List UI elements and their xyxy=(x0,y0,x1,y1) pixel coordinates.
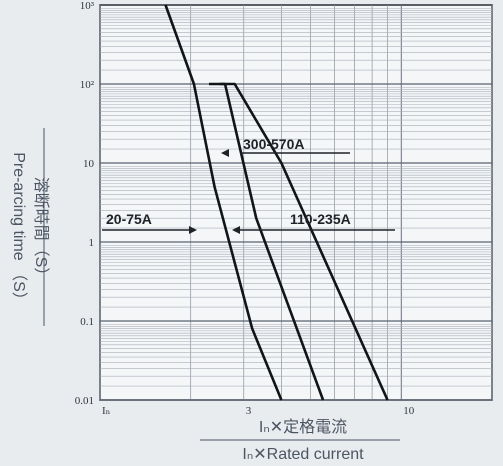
y-axis-label-group: 溶断時間（S） Pre-arcing time （S） xyxy=(10,152,50,308)
y-axis-label-jp: 溶断時間（S） xyxy=(32,177,50,284)
x-axis-label-en: Iₙ✕Rated current xyxy=(242,446,364,463)
y-tick-label: 10³ xyxy=(80,0,95,12)
y-tick-label: 10 xyxy=(83,158,95,170)
annotation-110-235A: 110-235A xyxy=(290,211,351,227)
series-line-300-570A xyxy=(219,82,389,401)
series-annotations: 300-570A 20-75A 110-235A xyxy=(102,136,395,234)
annotation-20-75A: 20-75A xyxy=(106,211,152,227)
x-tick-label: 3 xyxy=(246,405,252,417)
x-axis-label-jp: Iₙ✕定格電流 xyxy=(259,418,347,436)
series-line-20-75A xyxy=(164,4,283,401)
y-tick-label: 0.1 xyxy=(80,316,94,328)
y-tick-label: 1 xyxy=(89,237,95,249)
x-tick-labels: Iₙ 3 10 xyxy=(102,405,415,417)
plot-area xyxy=(99,4,493,401)
y-tick-label: 10² xyxy=(80,79,95,91)
y-tick-label: 0.01 xyxy=(75,395,94,407)
series-lines xyxy=(164,4,389,401)
annotation-arrow xyxy=(221,149,229,157)
series-line-110-235A xyxy=(208,82,325,401)
annotation-arrow xyxy=(232,226,240,234)
grid xyxy=(99,5,493,401)
annotation-300-570A: 300-570A xyxy=(243,136,305,152)
annotation-arrow xyxy=(189,226,197,234)
x-tick-label: 10 xyxy=(403,405,415,417)
y-axis-label-en: Pre-arcing time （S） xyxy=(10,152,28,308)
x-tick-label: Iₙ xyxy=(102,405,111,417)
y-tick-labels: 10³ 10² 10 1 0.1 0.01 xyxy=(75,0,95,407)
